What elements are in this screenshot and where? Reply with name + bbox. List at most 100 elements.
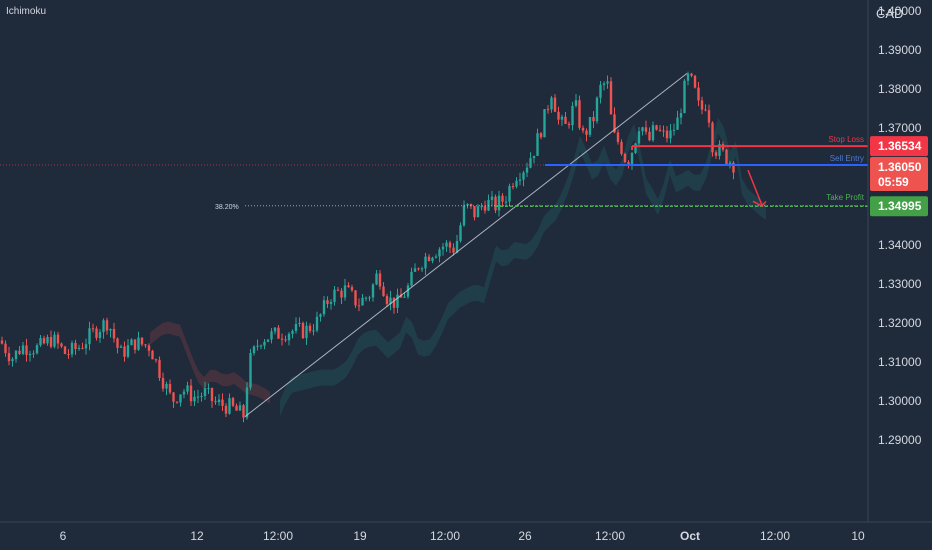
candle-body	[336, 289, 340, 291]
time-axis-ticks: 6 12 12:00 19 12:00 26 12:00 Oct 12:00 10	[60, 529, 865, 543]
time-tick-label: 12:00	[430, 529, 460, 543]
candle-body	[375, 273, 378, 285]
indicator-label[interactable]: Ichimoku	[6, 6, 46, 17]
candle-body	[490, 196, 494, 200]
candle-body	[606, 81, 609, 84]
candle-body	[557, 111, 560, 120]
candle-body	[602, 83, 606, 85]
candle-body	[452, 247, 455, 253]
candle-body	[116, 338, 119, 348]
currency-label: CAD	[876, 6, 903, 21]
candle-body	[273, 327, 277, 332]
candle-body	[18, 350, 21, 354]
candle-body	[98, 332, 102, 339]
candle-body	[511, 186, 515, 188]
candle-body	[697, 87, 700, 101]
candle-body	[357, 305, 361, 307]
candle-body	[476, 206, 480, 218]
candle-body	[655, 125, 658, 130]
candle-body	[732, 162, 735, 173]
candle-body	[46, 336, 49, 344]
take-profit-label: Take Profit	[826, 193, 865, 202]
candle-body	[728, 162, 732, 165]
candle-body	[350, 287, 354, 291]
candle-body	[28, 354, 32, 356]
time-tick-label: 12	[190, 529, 204, 543]
candle-body	[88, 328, 91, 345]
candle-body	[242, 405, 245, 418]
candle-body	[599, 84, 602, 98]
price-tick-label: 1.34000	[878, 238, 922, 252]
stop-loss-label: Stop Loss	[828, 135, 864, 144]
candle-body	[592, 116, 595, 122]
candle-body	[564, 116, 567, 124]
candle-body	[294, 324, 298, 331]
candle-body	[725, 149, 728, 165]
candle-body	[543, 109, 546, 138]
candle-body	[322, 300, 326, 315]
fib-level-label: 38.20%	[215, 204, 239, 211]
candle-body	[518, 179, 522, 181]
sell-entry-label: Sell Entry	[830, 154, 864, 163]
candle-body	[158, 359, 161, 378]
time-tick-label: 19	[353, 529, 367, 543]
candle-body	[441, 246, 445, 250]
candle-body	[287, 333, 291, 341]
candle-body	[571, 105, 574, 126]
candle-body	[445, 242, 448, 247]
candle-body	[91, 328, 95, 330]
candle-body	[609, 81, 613, 115]
candle-body	[648, 131, 651, 141]
price-tick-label: 1.31000	[878, 355, 922, 369]
candle-body	[228, 398, 231, 414]
candle-body	[102, 320, 105, 333]
candle-body	[21, 345, 25, 354]
candle-body	[123, 346, 126, 357]
candle-body	[410, 271, 413, 286]
stop-loss-price-tag	[870, 136, 928, 157]
candle-body	[284, 339, 287, 341]
candle-body	[536, 133, 539, 156]
candle-body	[200, 396, 203, 398]
candle-body	[480, 206, 483, 208]
candle-body	[266, 339, 270, 342]
candle-body	[147, 345, 151, 351]
projection-arrow-head	[752, 200, 767, 207]
candle-body	[140, 337, 144, 345]
price-axis-ticks: 1.400001.390001.380001.370001.360001.350…	[870, 4, 928, 447]
current-price-tag-text: 1.36050	[878, 160, 922, 174]
candle-body	[455, 241, 459, 253]
candle-body	[434, 256, 438, 258]
trade-overlays: 38.20% Stop Loss Sell Entry Take Profit	[0, 73, 868, 417]
candle-body	[494, 196, 497, 211]
candle-body	[263, 341, 266, 346]
candle-body	[32, 353, 35, 355]
candle-body	[35, 345, 39, 354]
candle-body	[546, 109, 550, 111]
candle-body	[392, 297, 396, 308]
candle-body	[424, 256, 427, 269]
candle-body	[714, 152, 718, 156]
candle-body	[214, 401, 217, 403]
price-tick-label: 1.38000	[878, 82, 922, 96]
price-axis[interactable]	[868, 0, 932, 550]
candle-body	[385, 296, 389, 305]
candle-body	[280, 338, 284, 340]
time-tick-label: 12:00	[760, 529, 790, 543]
candle-body	[193, 396, 196, 402]
candle-body	[508, 186, 511, 202]
price-tick-label: 1.30000	[878, 394, 922, 408]
candle-body	[585, 130, 588, 135]
candle-body	[11, 359, 14, 362]
candle-body	[613, 114, 616, 133]
candle-body	[130, 339, 133, 346]
candle-body	[49, 336, 53, 347]
candle-body	[207, 388, 210, 390]
candle-body	[371, 284, 375, 298]
time-tick-label: Oct	[680, 529, 700, 543]
price-tick-label: 1.37000	[878, 121, 922, 135]
candle-body	[515, 180, 518, 187]
candle-body	[179, 394, 182, 403]
candle-body	[235, 405, 238, 411]
